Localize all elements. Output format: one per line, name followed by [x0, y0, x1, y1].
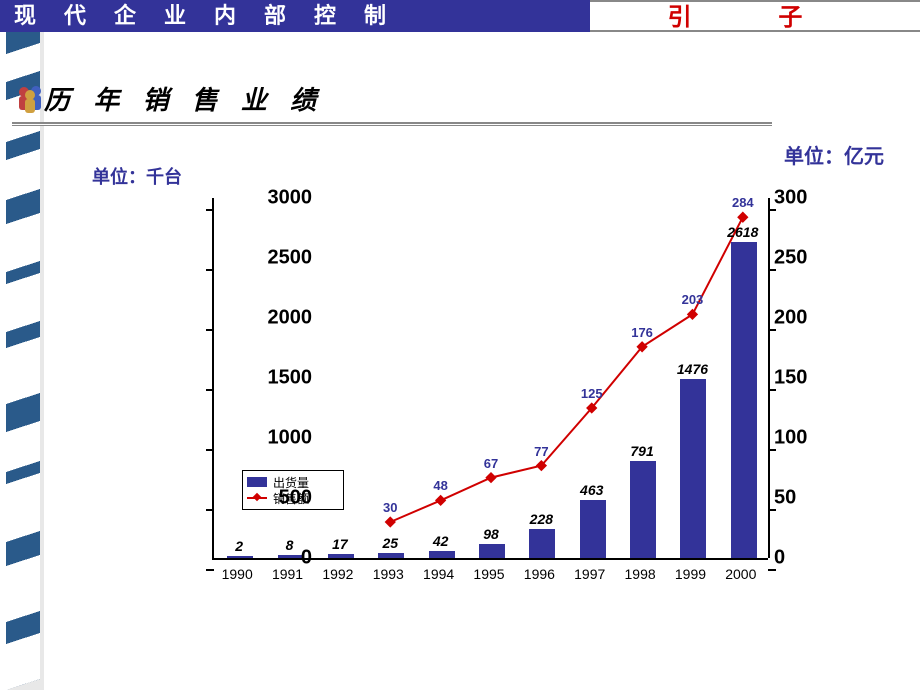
bar [630, 461, 656, 558]
x-tick-label: 1994 [423, 566, 454, 582]
bar [529, 529, 555, 558]
y-right-tick-label: 200 [774, 307, 807, 330]
x-tick-label: 1995 [473, 566, 504, 582]
x-tick-label: 1997 [574, 566, 605, 582]
sales-chart: 2817254298228463791147626183048677712517… [94, 186, 878, 606]
x-tick-label: 1992 [322, 566, 353, 582]
line-value-label: 77 [534, 444, 548, 459]
line-value-label: 125 [581, 386, 603, 401]
x-tick-label: 1991 [272, 566, 303, 582]
line-value-label: 30 [383, 500, 397, 515]
y-right-tick-label: 50 [774, 487, 796, 510]
y-left-tick-label: 1500 [242, 367, 312, 390]
decorative-left-strip [0, 32, 52, 690]
bar [680, 379, 706, 558]
y-left-tick-label: 1000 [242, 427, 312, 450]
y-left-tick-label: 500 [242, 487, 312, 510]
y-right-tick-label: 250 [774, 247, 807, 270]
bar [580, 500, 606, 558]
bar-value-label: 463 [580, 482, 603, 498]
bar-value-label: 42 [433, 533, 449, 549]
bar [731, 242, 757, 558]
x-tick-label: 1996 [524, 566, 555, 582]
y-axis-right [768, 198, 770, 558]
y-right-tick-label: 300 [774, 187, 807, 210]
slide-title-row: 历 年 销 售 业 绩 [14, 80, 324, 117]
line-value-label: 48 [433, 478, 447, 493]
line-value-label: 203 [682, 292, 704, 307]
header-bar: 现代企业内部控制 引 子 [0, 0, 920, 32]
y-left-tick-label: 2500 [242, 247, 312, 270]
bar [479, 544, 505, 558]
bar [378, 553, 404, 558]
bar-value-label: 17 [332, 536, 348, 552]
bar [429, 551, 455, 558]
bar-value-label: 2618 [727, 224, 758, 240]
line-value-label: 176 [631, 325, 653, 340]
bar-value-label: 791 [630, 443, 653, 459]
x-tick-label: 1993 [373, 566, 404, 582]
bar-value-label: 1476 [677, 361, 708, 377]
legend-bar-swatch [247, 477, 267, 487]
line-value-label: 67 [484, 456, 498, 471]
line-value-label: 284 [732, 195, 754, 210]
y-right-tick-label: 0 [774, 547, 785, 570]
y-left-tick-label: 2000 [242, 307, 312, 330]
x-tick-label: 1990 [222, 566, 253, 582]
people-icon [14, 82, 48, 116]
y-right-tick-label: 100 [774, 427, 807, 450]
bar-value-label: 228 [530, 511, 553, 527]
bar [328, 554, 354, 558]
bar-value-label: 25 [382, 535, 398, 551]
x-tick-label: 1998 [625, 566, 656, 582]
x-tick-label: 1999 [675, 566, 706, 582]
unit-label-right: 单位：亿元 [784, 140, 884, 169]
header-title-right: 引 子 [590, 0, 920, 32]
bar-value-label: 98 [483, 526, 499, 542]
y-left-tick-label: 3000 [242, 187, 312, 210]
y-right-tick-label: 150 [774, 367, 807, 390]
header-title-left: 现代企业内部控制 [0, 0, 590, 32]
slide-title: 历 年 销 售 业 绩 [44, 80, 324, 117]
title-underline [12, 122, 772, 126]
x-tick-label: 2000 [725, 566, 756, 582]
